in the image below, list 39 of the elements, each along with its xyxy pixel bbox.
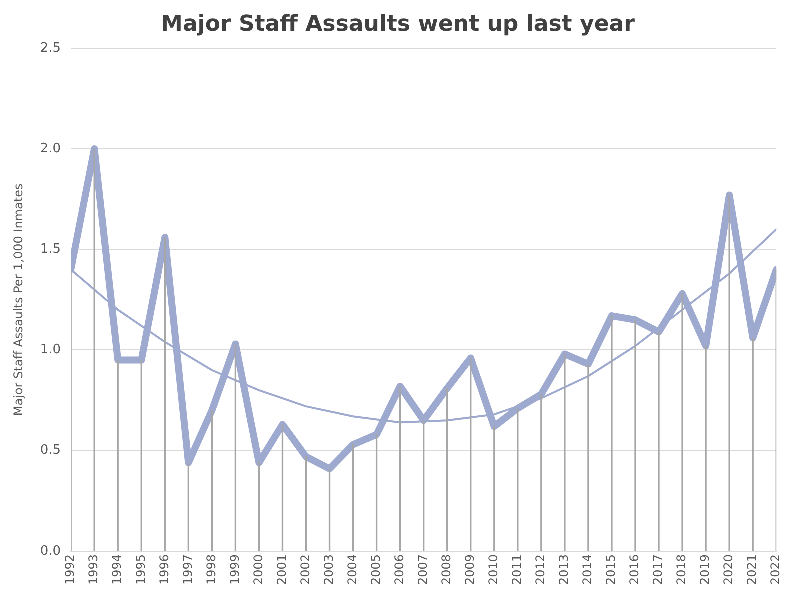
y-tick-label: 2.0	[40, 141, 62, 156]
chart-title: Major Staff Assaults went up last year	[161, 12, 636, 37]
x-tick-label: 2002	[298, 554, 312, 586]
x-tick-label: 2019	[698, 554, 712, 586]
x-tick-label: 1996	[157, 554, 172, 586]
x-tick-label: 2017	[651, 554, 666, 586]
x-tick-label: 1995	[134, 554, 148, 586]
x-tick-label: 2016	[628, 554, 642, 586]
x-tick-label: 2006	[392, 554, 406, 586]
x-tick-label: 1994	[110, 554, 124, 586]
x-tick-label: 2012	[534, 554, 548, 586]
x-tick-label: 2022	[768, 554, 783, 586]
x-tick-label: 2008	[439, 554, 454, 586]
y-axis-title: Major Staff Assaults Per 1,000 Inmates	[11, 184, 26, 416]
x-tick-label: 2020	[722, 554, 736, 586]
y-tick-label: 1.0	[40, 342, 62, 358]
x-tick-label: 1998	[204, 554, 218, 586]
x-tick-label: 2013	[557, 554, 572, 586]
x-tick-label: 2005	[368, 554, 383, 586]
y-tick-label: 0.0	[40, 544, 62, 559]
x-tick-label: 2007	[416, 554, 430, 586]
x-tick-label: 2003	[322, 554, 336, 586]
x-tick-label: 2015	[604, 554, 618, 586]
y-tick-label: 2.5	[40, 40, 62, 56]
x-tick-label: 1999	[228, 554, 242, 586]
x-tick-label: 2004	[345, 554, 360, 586]
x-tick-label: 2010	[486, 554, 501, 586]
x-tick-label: 2001	[274, 554, 289, 586]
x-tick-label: 2018	[674, 554, 689, 586]
x-tick-label: 2011	[510, 554, 524, 586]
x-tick-label: 1993	[86, 554, 101, 586]
x-tick-label: 1992	[63, 554, 78, 586]
x-tick-label: 2009	[462, 554, 477, 586]
x-tick-label: 2000	[251, 554, 266, 586]
y-tick-label: 1.5	[40, 242, 62, 257]
x-tick-label: 2021	[745, 554, 760, 586]
x-tick-label: 1997	[180, 554, 195, 586]
y-tick-label: 0.5	[40, 443, 62, 458]
x-tick-label: 2014	[580, 554, 595, 586]
